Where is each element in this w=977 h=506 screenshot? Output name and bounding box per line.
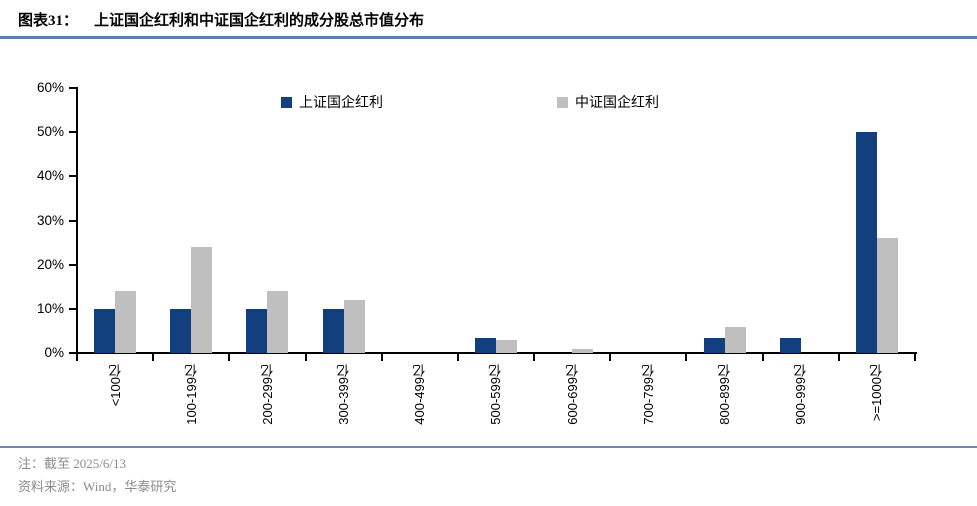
bar — [496, 339, 517, 353]
x-axis-label-text: >=1000亿 — [869, 364, 885, 422]
bar — [703, 338, 725, 353]
bar — [475, 338, 496, 353]
y-axis-label: 0% — [44, 345, 64, 360]
figure-number: 图表31： — [18, 13, 79, 29]
x-axis-tick — [76, 353, 78, 361]
x-axis-label: 200-299亿 — [229, 364, 305, 450]
x-axis-label-text: 100-199亿 — [183, 364, 199, 425]
bar — [572, 348, 594, 353]
x-axis-label-text: 300-399亿 — [336, 364, 352, 425]
x-axis-label-text: <100亿 — [107, 364, 123, 407]
x-axis-label-text: 800-899亿 — [717, 364, 733, 425]
y-axis-line — [76, 87, 78, 354]
bar — [246, 308, 268, 353]
footer-divider — [0, 446, 977, 448]
x-axis-tick — [609, 353, 612, 361]
figure-header: 图表31： 上证国企红利和中证国企红利的成分股总市值分布 — [18, 9, 424, 30]
bar — [322, 308, 344, 353]
legend-swatch-sse — [281, 96, 292, 108]
y-axis-tick — [69, 87, 77, 89]
x-axis-label-text: 600-699亿 — [564, 364, 580, 425]
legend-item-sse: 上证国企红利 — [281, 92, 383, 112]
title-divider — [0, 36, 977, 39]
x-axis-label: <100亿 — [77, 364, 153, 450]
bar — [343, 300, 365, 353]
x-axis-tick — [304, 353, 307, 361]
x-axis-tick — [228, 353, 231, 361]
note-date: 注：截至 2025/6/13 — [18, 456, 126, 471]
x-axis-label-text: 700-799亿 — [640, 364, 656, 425]
x-axis-tick — [761, 353, 764, 361]
legend-item-csi: 中证国企红利 — [557, 92, 659, 112]
x-axis-label: 600-699亿 — [534, 364, 610, 450]
x-axis-label: 500-599亿 — [458, 364, 534, 450]
x-axis-label: 300-399亿 — [306, 364, 382, 450]
y-axis-label: 60% — [36, 80, 64, 95]
legend-label-sse: 上证国企红利 — [299, 96, 383, 111]
x-axis-label: 100-199亿 — [153, 364, 229, 450]
y-axis-label: 30% — [36, 212, 64, 228]
y-axis-tick — [69, 131, 77, 134]
bar — [115, 291, 137, 353]
y-axis-label: 50% — [36, 124, 64, 140]
y-axis-label: 20% — [36, 256, 64, 272]
x-axis-tick — [914, 353, 916, 361]
note-source: 资料来源：Wind，华泰研究 — [18, 479, 177, 494]
x-axis-label: 800-899亿 — [686, 364, 762, 450]
bar — [876, 238, 898, 353]
y-axis-label: 10% — [36, 300, 64, 316]
x-axis-label: 700-799亿 — [610, 364, 686, 450]
bar — [855, 132, 877, 353]
x-axis-label-text: 900-999亿 — [793, 364, 809, 425]
y-axis-tick — [69, 175, 77, 178]
x-axis-tick — [152, 353, 155, 361]
x-axis-tick — [837, 353, 840, 361]
x-axis-tick — [456, 353, 459, 361]
x-axis-label-text: 400-499亿 — [412, 364, 428, 425]
legend-swatch-csi — [557, 96, 568, 108]
y-axis-tick — [69, 263, 77, 266]
bar — [779, 338, 801, 353]
x-axis-tick — [685, 353, 688, 361]
x-axis-label: >=1000亿 — [839, 364, 915, 450]
figure-title: 上证国企红利和中证国企红利的成分股总市值分布 — [94, 13, 425, 29]
bar — [170, 308, 192, 353]
x-axis-tick — [380, 353, 383, 361]
bar — [94, 308, 116, 353]
bar — [724, 326, 746, 353]
y-axis-label: 40% — [36, 168, 64, 184]
y-axis-tick — [69, 219, 77, 222]
bar — [267, 291, 289, 353]
y-axis-tick — [69, 307, 77, 310]
x-axis-label: 400-499亿 — [382, 364, 458, 450]
x-axis-label-text: 200-299亿 — [259, 364, 275, 425]
x-axis-label-text: 500-599亿 — [488, 364, 504, 425]
x-axis-tick — [533, 353, 536, 361]
x-axis-label: 900-999亿 — [763, 364, 839, 450]
x-axis-line — [69, 352, 917, 354]
bar — [191, 247, 213, 353]
legend-label-csi: 中证国企红利 — [575, 96, 659, 111]
